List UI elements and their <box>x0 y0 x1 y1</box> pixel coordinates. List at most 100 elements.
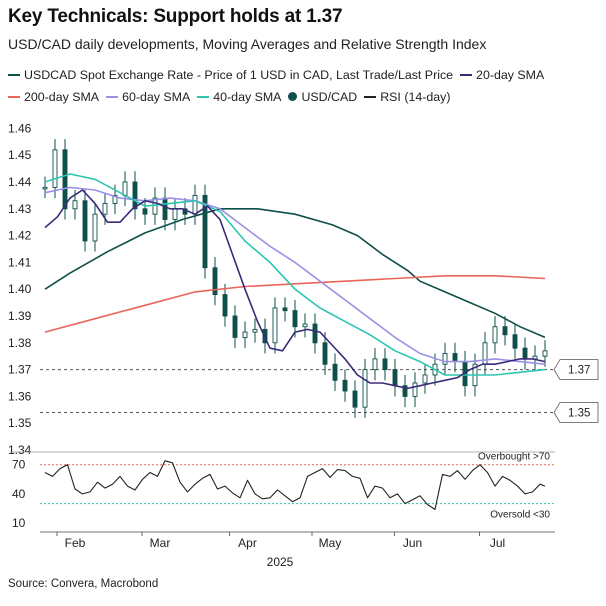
sma60-line <box>44 186 546 365</box>
rsi-reference-label: Overbought >70 <box>478 452 550 463</box>
candle-body <box>222 294 228 317</box>
legend-label: 40-day SMA <box>213 90 282 104</box>
y-tick-label: 1.37 <box>8 363 32 377</box>
candle-body <box>522 347 528 360</box>
price-panel: 1.34 1.35 1.36 1.37 1.38 1.39 1.40 1.41 1.42 1.43… <box>8 121 599 457</box>
x-axis-year-label: 2025 <box>267 555 294 569</box>
legend-item: 60-day SMA <box>106 86 190 108</box>
reference-label: 1.37 <box>568 365 590 377</box>
candle-body <box>122 181 128 196</box>
candle-body <box>172 208 178 220</box>
candle-body <box>352 390 358 408</box>
rsi-reference-label: Oversold <30 <box>490 510 550 521</box>
candle-body <box>212 267 218 296</box>
legend-item: 200-day SMA <box>8 86 99 108</box>
x-tick-label: Feb <box>65 536 86 550</box>
candle-body <box>112 194 118 204</box>
candle-body <box>82 200 88 242</box>
candle-body <box>142 208 148 215</box>
candle-body <box>202 194 208 269</box>
legend-label: 60-day SMA <box>122 90 191 104</box>
y-tick-label: 1.35 <box>8 416 32 430</box>
chart-subtitle: USD/CAD daily developments, Moving Avera… <box>8 36 487 52</box>
legend-item: USD/CAD <box>288 86 357 108</box>
candle-body <box>342 379 348 392</box>
legend-item: RSI (14-day) <box>364 86 450 108</box>
reference-label: 1.35 <box>568 407 590 419</box>
x-tick-label: Jul <box>490 536 505 550</box>
candle-body <box>372 358 378 371</box>
candle-body <box>52 149 58 188</box>
x-tick-label: Jun <box>403 536 422 550</box>
y-tick-label: 1.39 <box>8 309 32 323</box>
candle-body <box>382 358 388 371</box>
candle-body <box>542 350 548 357</box>
chart-title: Key Technicals: Support holds at 1.37 <box>8 6 343 27</box>
rsi-y-tick-label: 40 <box>12 487 26 501</box>
y-tick-label: 1.42 <box>8 229 32 243</box>
legend-label: 200-day SMA <box>24 90 100 104</box>
candle-body <box>92 213 98 242</box>
candle-body <box>332 363 338 381</box>
line-legend-icon <box>8 73 20 76</box>
candle-body <box>512 334 518 349</box>
candle-body <box>422 374 428 384</box>
y-tick-label: 1.43 <box>8 202 32 216</box>
rsi-y-tick-label: 70 <box>12 458 26 472</box>
line-legend-icon <box>8 95 20 98</box>
spot-line <box>44 208 546 339</box>
candle-body <box>502 326 508 336</box>
y-tick-label: 1.45 <box>8 148 32 162</box>
candle-body <box>492 326 498 344</box>
candle-body <box>442 353 448 365</box>
rsi-y-tick-label: 10 <box>12 516 26 530</box>
candle-body <box>292 310 298 328</box>
candle-body <box>362 369 368 408</box>
candle-body <box>252 328 258 333</box>
line-legend-icon <box>106 95 119 98</box>
x-axis: Feb Mar Apr May Jun Jul 2025 <box>40 531 555 569</box>
candle-body <box>302 323 308 328</box>
y-tick-label: 1.38 <box>8 336 32 350</box>
y-tick-label: 1.41 <box>8 255 32 269</box>
reference-label-box <box>553 359 599 380</box>
legend-label: USDCAD Spot Exchange Rate - Price of 1 U… <box>24 68 454 82</box>
line-legend-icon <box>460 73 473 76</box>
y-tick-label: 1.34 <box>8 443 32 457</box>
candle-body <box>62 149 68 210</box>
candle-body <box>152 197 158 215</box>
y-tick-label: 1.40 <box>8 282 32 296</box>
sma200-line <box>44 275 546 333</box>
candle-body <box>162 197 168 220</box>
candle-body <box>312 323 318 344</box>
legend-item: 20-day SMA <box>460 64 544 86</box>
rsi-panel: 10 40 70 Overbought >70 Oversold <30 <box>12 452 555 530</box>
candle-body <box>452 353 458 363</box>
line-legend-icon <box>197 95 210 98</box>
candle-body <box>242 331 248 338</box>
candle-body <box>412 382 418 397</box>
legend-label: RSI (14-day) <box>380 90 451 104</box>
candle-body <box>482 342 488 365</box>
candle-body <box>322 342 328 365</box>
candle-body <box>232 315 238 338</box>
legend-label: USD/CAD <box>301 90 358 104</box>
candle-body <box>132 181 138 210</box>
legend-item: 40-day SMA <box>197 86 281 108</box>
sma40-line <box>44 173 546 376</box>
candle-body <box>72 200 78 210</box>
candle-body <box>272 307 278 344</box>
candle-body <box>192 194 198 215</box>
rsi-line <box>44 460 546 510</box>
candle-legend-icon <box>288 92 298 102</box>
candle-body <box>102 202 108 215</box>
legend: USDCAD Spot Exchange Rate - Price of 1 U… <box>8 64 603 108</box>
candle-body <box>402 385 408 397</box>
y-tick-label: 1.44 <box>8 175 32 189</box>
x-tick-label: May <box>319 536 342 550</box>
sma20-line <box>44 189 546 390</box>
candle-body <box>42 186 48 190</box>
legend-item: USDCAD Spot Exchange Rate - Price of 1 U… <box>8 64 453 86</box>
x-tick-label: Mar <box>150 536 171 550</box>
source-note: Source: Convera, Macrobond <box>8 578 159 590</box>
